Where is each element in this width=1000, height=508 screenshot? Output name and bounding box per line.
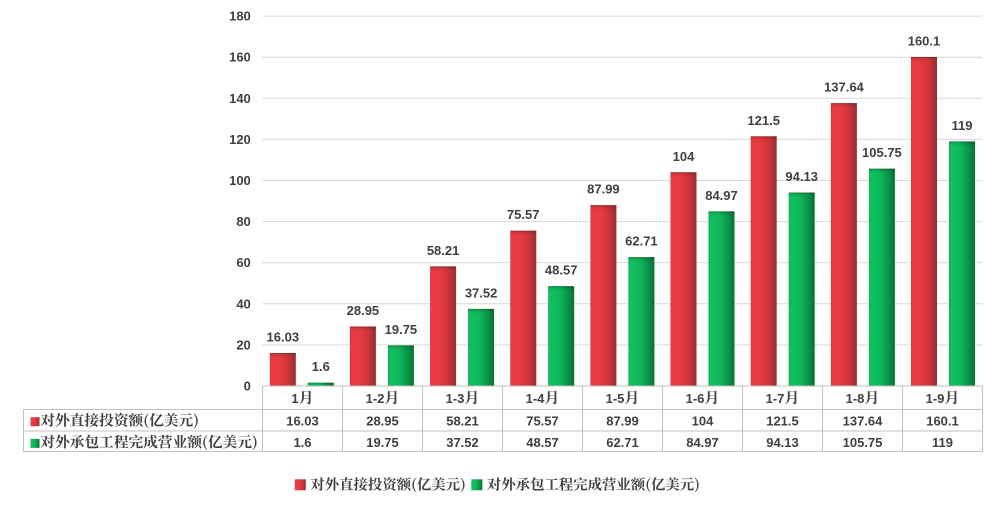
svg-text:48.57: 48.57: [526, 435, 559, 450]
svg-text:137.64: 137.64: [843, 414, 884, 429]
svg-text:37.52: 37.52: [465, 285, 498, 300]
svg-text:48.57: 48.57: [545, 263, 578, 278]
svg-text:62.71: 62.71: [606, 435, 639, 450]
svg-text:1-6: 1-6: [686, 391, 705, 406]
svg-text:1-3: 1-3: [446, 391, 465, 406]
svg-text:1.6: 1.6: [312, 359, 330, 374]
svg-text:16.03: 16.03: [286, 414, 319, 429]
svg-text:104: 104: [673, 149, 695, 164]
svg-text:121.5: 121.5: [747, 113, 780, 128]
svg-text:119: 119: [952, 118, 973, 133]
svg-text:75.57: 75.57: [507, 207, 540, 222]
svg-text:105.75: 105.75: [862, 145, 902, 160]
svg-text:1-7: 1-7: [766, 391, 785, 406]
svg-text:80: 80: [236, 214, 250, 229]
svg-text:1-2: 1-2: [366, 391, 385, 406]
svg-text:19.75: 19.75: [385, 322, 418, 337]
svg-text:20: 20: [236, 337, 250, 352]
svg-text:62.71: 62.71: [625, 234, 658, 249]
svg-text:1-5: 1-5: [606, 391, 625, 406]
svg-text:60: 60: [236, 255, 250, 270]
svg-text:0: 0: [244, 379, 251, 394]
svg-text:87.99: 87.99: [587, 182, 620, 197]
svg-text:87.99: 87.99: [606, 414, 639, 429]
svg-text:160.1: 160.1: [926, 414, 959, 429]
svg-text:84.97: 84.97: [705, 188, 738, 203]
svg-text:84.97: 84.97: [686, 435, 719, 450]
svg-text:1-9: 1-9: [926, 391, 945, 406]
svg-text:1: 1: [291, 391, 298, 406]
svg-text:137.64: 137.64: [824, 80, 865, 95]
svg-text:58.21: 58.21: [427, 243, 460, 258]
svg-text:58.21: 58.21: [446, 414, 479, 429]
svg-text:94.13: 94.13: [766, 435, 799, 450]
svg-text:28.95: 28.95: [347, 303, 380, 318]
svg-text:28.95: 28.95: [366, 414, 399, 429]
svg-text:75.57: 75.57: [526, 414, 559, 429]
svg-text:1-4: 1-4: [526, 391, 546, 406]
svg-text:104: 104: [692, 414, 714, 429]
svg-text:100: 100: [229, 173, 251, 188]
svg-text:1-8: 1-8: [846, 391, 865, 406]
svg-text:119: 119: [932, 435, 953, 450]
svg-text:1.6: 1.6: [293, 435, 311, 450]
svg-text:180: 180: [229, 9, 251, 24]
svg-text:40: 40: [236, 296, 250, 311]
svg-text:19.75: 19.75: [366, 435, 399, 450]
svg-text:160.1: 160.1: [908, 33, 941, 48]
svg-text:121.5: 121.5: [766, 414, 799, 429]
svg-text:16.03: 16.03: [267, 330, 300, 345]
svg-text:160: 160: [229, 50, 251, 65]
svg-text:140: 140: [229, 91, 251, 106]
svg-text:105.75: 105.75: [843, 435, 883, 450]
svg-text:94.13: 94.13: [785, 169, 818, 184]
svg-text:120: 120: [229, 132, 251, 147]
svg-text:37.52: 37.52: [446, 435, 479, 450]
